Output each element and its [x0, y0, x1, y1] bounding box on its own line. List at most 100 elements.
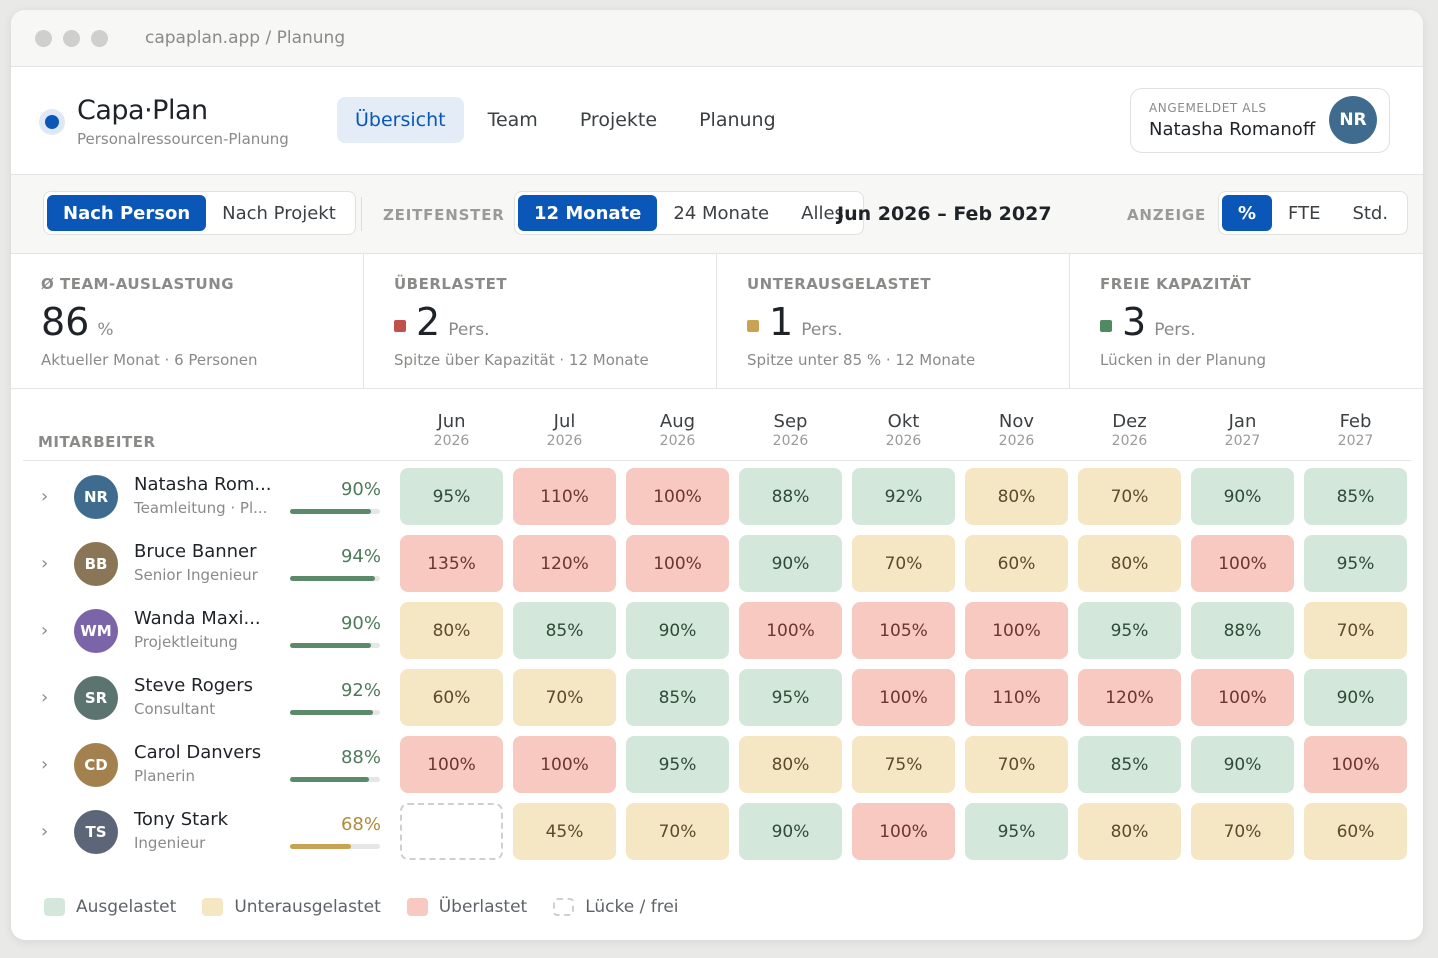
table-row: › TS Tony Stark Ingenieur 68% 45% 70% 90% 100% 95… [11, 803, 1423, 861]
allocation-cell[interactable]: 110% [965, 669, 1068, 726]
nav-tab-planung[interactable]: Planung [699, 109, 776, 131]
timeframe-alles-button[interactable]: Alles [801, 202, 844, 224]
allocation-cell[interactable]: 70% [1078, 468, 1181, 525]
allocation-cell[interactable]: 100% [1191, 535, 1294, 592]
allocation-cell[interactable]: 45% [513, 803, 616, 860]
nav-tab-projekte[interactable]: Projekte [579, 109, 658, 131]
user-caption: ANGEMELDET ALS [1149, 101, 1267, 115]
user-name: Natasha Romanoff [1149, 119, 1316, 140]
month-name: Sep [773, 411, 808, 432]
expand-chevron-icon[interactable]: › [41, 754, 49, 775]
allocation-cell[interactable]: 90% [1191, 736, 1294, 793]
person-name[interactable]: Wanda Maxi... [134, 608, 261, 629]
display-percent-button[interactable]: % [1222, 195, 1273, 231]
allocation-cell[interactable]: 90% [1304, 669, 1407, 726]
stat-status-square-icon [394, 320, 406, 332]
allocation-cell[interactable]: 90% [739, 535, 842, 592]
allocation-cell[interactable] [400, 803, 503, 860]
user-avatar[interactable]: NR [1329, 96, 1377, 144]
month-header-sep: Sep 2026 [739, 411, 842, 449]
allocation-cell[interactable]: 120% [1078, 669, 1181, 726]
allocation-cell[interactable]: 95% [965, 803, 1068, 860]
allocation-cell[interactable]: 95% [626, 736, 729, 793]
allocation-cell[interactable]: 135% [400, 535, 503, 592]
expand-chevron-icon[interactable]: › [41, 486, 49, 507]
allocation-cell[interactable]: 100% [513, 736, 616, 793]
allocation-cell[interactable]: 80% [400, 602, 503, 659]
allocation-cell[interactable]: 80% [1078, 535, 1181, 592]
user-card[interactable]: ANGEMELDET ALS Natasha Romanoff NR [1130, 88, 1390, 153]
allocation-cell[interactable]: 88% [739, 468, 842, 525]
legend-item-under: Unterausgelastet [202, 897, 381, 917]
allocation-cell[interactable]: 80% [965, 468, 1068, 525]
allocation-cell[interactable]: 100% [965, 602, 1068, 659]
allocation-cell[interactable]: 85% [1078, 736, 1181, 793]
person-name[interactable]: Bruce Banner [134, 541, 257, 562]
allocation-cell[interactable]: 70% [513, 669, 616, 726]
expand-chevron-icon[interactable]: › [41, 687, 49, 708]
person-utilization: 94% [340, 546, 381, 567]
allocation-cell[interactable]: 70% [626, 803, 729, 860]
allocation-cell[interactable]: 95% [1304, 535, 1407, 592]
allocation-cell[interactable]: 100% [1191, 669, 1294, 726]
allocation-cell[interactable]: 120% [513, 535, 616, 592]
month-year: 2026 [1111, 433, 1148, 449]
allocation-cell[interactable]: 100% [852, 803, 955, 860]
title-bar: capaplan.app / Planung [11, 10, 1423, 67]
allocation-cell[interactable]: 80% [1078, 803, 1181, 860]
allocation-cell[interactable]: 105% [852, 602, 955, 659]
allocation-cell[interactable]: 100% [1304, 736, 1407, 793]
display-std-button[interactable]: Std. [1352, 202, 1389, 224]
allocation-cell[interactable]: 85% [626, 669, 729, 726]
allocation-cell[interactable]: 60% [1304, 803, 1407, 860]
allocation-cell[interactable]: 100% [400, 736, 503, 793]
allocation-cell[interactable]: 70% [1191, 803, 1294, 860]
view-nach-projekt-button[interactable]: Nach Projekt [222, 202, 336, 224]
nav-tab-übersicht[interactable]: Übersicht [337, 97, 464, 143]
timeframe-toggle: 12 Monate 24 Monate Alles [514, 191, 864, 235]
allocation-cell[interactable]: 90% [1191, 468, 1294, 525]
month-header-jul: Jul 2026 [513, 411, 616, 449]
main-nav: Übersicht Team Projekte Planung [337, 97, 800, 143]
allocation-cell[interactable]: 85% [1304, 468, 1407, 525]
allocation-cell[interactable]: 75% [852, 736, 955, 793]
window-minimize-dot[interactable] [63, 29, 80, 47]
allocation-cell[interactable]: 100% [852, 669, 955, 726]
allocation-cell[interactable]: 80% [739, 736, 842, 793]
allocation-cell[interactable]: 90% [626, 602, 729, 659]
allocation-cell[interactable]: 60% [965, 535, 1068, 592]
allocation-cell[interactable]: 85% [513, 602, 616, 659]
allocation-cell[interactable]: 95% [1078, 602, 1181, 659]
allocation-cell[interactable]: 88% [1191, 602, 1294, 659]
view-nach-person-button[interactable]: Nach Person [47, 195, 207, 231]
utilization-bar [290, 643, 380, 648]
allocation-cell[interactable]: 100% [626, 468, 729, 525]
allocation-cell[interactable]: 92% [852, 468, 955, 525]
allocation-cell[interactable]: 100% [626, 535, 729, 592]
display-fte-button[interactable]: FTE [1288, 202, 1321, 224]
allocation-cell[interactable]: 110% [513, 468, 616, 525]
allocation-cell[interactable]: 70% [965, 736, 1068, 793]
allocation-cell[interactable]: 70% [1304, 602, 1407, 659]
allocation-cell[interactable]: 90% [739, 803, 842, 860]
person-name[interactable]: Steve Rogers [134, 675, 253, 696]
allocation-cell[interactable]: 100% [739, 602, 842, 659]
allocation-cell[interactable]: 70% [852, 535, 955, 592]
allocation-cell[interactable]: 95% [739, 669, 842, 726]
allocation-cell[interactable]: 60% [400, 669, 503, 726]
timeframe-12-monate-button[interactable]: 12 Monate [518, 195, 658, 231]
legend-item-free: Lücke / frei [553, 897, 679, 917]
nav-tab-team[interactable]: Team [487, 109, 538, 131]
expand-chevron-icon[interactable]: › [41, 553, 49, 574]
person-name[interactable]: Natasha Rom... [134, 474, 272, 495]
timeframe-24-monate-button[interactable]: 24 Monate [673, 202, 770, 224]
person-name[interactable]: Carol Danvers [134, 742, 262, 763]
window-close-dot[interactable] [35, 29, 52, 47]
legend-item-ok: Ausgelastet [44, 897, 176, 917]
month-name: Okt [887, 411, 920, 432]
window-zoom-dot[interactable] [91, 29, 108, 47]
allocation-cell[interactable]: 95% [400, 468, 503, 525]
expand-chevron-icon[interactable]: › [41, 821, 49, 842]
person-name[interactable]: Tony Stark [134, 809, 229, 830]
expand-chevron-icon[interactable]: › [41, 620, 49, 641]
